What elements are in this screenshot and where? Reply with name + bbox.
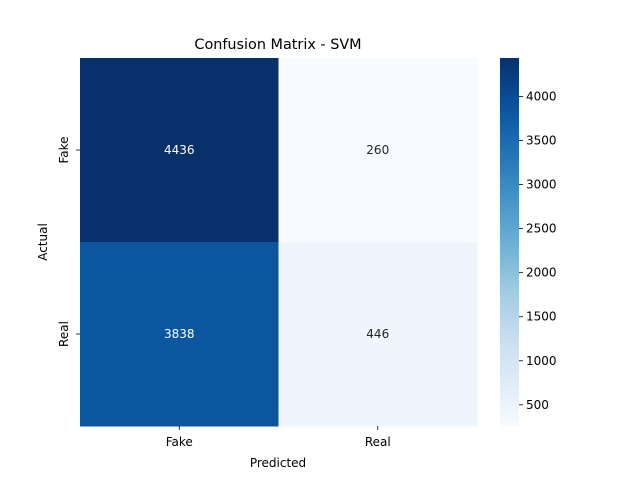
x-tick-label: Fake: [166, 435, 193, 449]
colorbar-tick-label: 1500: [526, 310, 557, 324]
y-axis-ticks: Fake Real: [57, 136, 80, 347]
x-axis-ticks: Fake Real: [166, 426, 391, 449]
chart-title: Confusion Matrix - SVM: [194, 37, 361, 53]
y-tick-label: Real: [57, 321, 71, 347]
colorbar-tick-label: 3500: [526, 133, 557, 147]
heatmap-cell: [80, 242, 279, 427]
y-axis-label: Actual: [36, 223, 50, 261]
colorbar-tick-label: 4000: [526, 89, 557, 103]
cell-value-label: 260: [366, 143, 389, 157]
heatmap-cells: 4436 260 3838 446: [80, 58, 478, 427]
cell-value-label: 446: [366, 327, 389, 341]
cell-value-label: 4436: [164, 143, 195, 157]
x-tick-label: Real: [365, 435, 391, 449]
heatmap-cell: [278, 242, 478, 427]
heatmap-cell: [278, 58, 478, 243]
colorbar-tick-label: 1000: [526, 354, 557, 368]
heatmap-cell: [80, 58, 279, 243]
colorbar-tick-label: 500: [526, 398, 549, 412]
colorbar-ticks: 500 1000 1500 2000 2500 3000 3500 4000: [519, 89, 557, 412]
x-axis-label: Predicted: [250, 456, 306, 470]
colorbar-tick-label: 2500: [526, 222, 557, 236]
colorbar: [500, 58, 519, 426]
colorbar-tick-label: 2000: [526, 266, 557, 280]
colorbar-tick-label: 3000: [526, 178, 557, 192]
y-tick-label: Fake: [57, 136, 71, 163]
cell-value-label: 3838: [164, 327, 195, 341]
